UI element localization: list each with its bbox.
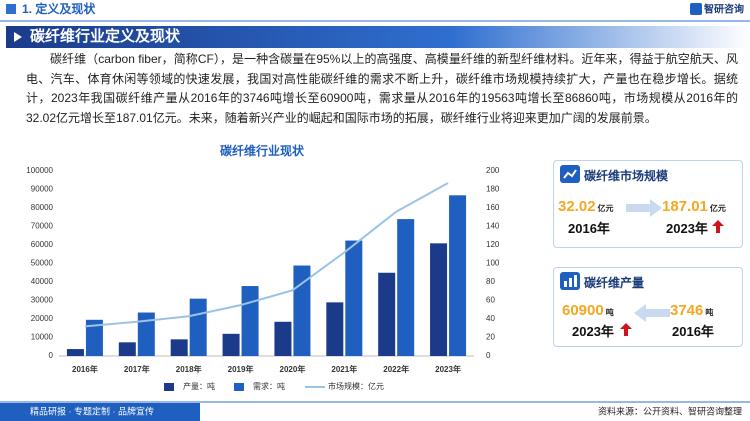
panel-unit: 亿元 (597, 204, 614, 213)
panel-unit: 吨 (605, 308, 614, 317)
y2-tick-label: 200 (486, 166, 500, 175)
bar (241, 286, 259, 356)
panel-arrow (626, 199, 662, 217)
panel-value: 187.01 (662, 198, 708, 215)
y-tick-label: 60000 (31, 240, 54, 249)
x-tick-label: 2023年 (435, 364, 461, 374)
y2-tick-label: 160 (486, 203, 500, 212)
x-tick-label: 2018年 (176, 364, 202, 374)
y2-tick-label: 40 (486, 314, 495, 323)
legend-swatch (234, 383, 244, 391)
title-arrow (14, 32, 22, 42)
bar (66, 349, 84, 356)
bar (137, 312, 155, 356)
y2-tick-label: 180 (486, 185, 500, 194)
y-tick-label: 100000 (26, 166, 53, 175)
panel: 碳纤维产量 60900 吨 2023年 3746 吨 2016年 (553, 267, 743, 347)
header: 1. 定义及现状 智研咨询 碳纤维行业定义及现状 (0, 1, 750, 48)
header-icon (6, 4, 16, 14)
bar (345, 240, 363, 356)
y2-tick-label: 120 (486, 240, 500, 249)
panel-value: 32.02 (558, 198, 596, 215)
x-tick-label: 2019年 (228, 364, 254, 374)
up-arrow (620, 323, 632, 336)
footer-bar (0, 403, 200, 421)
page-title: 碳纤维行业定义及现状 (30, 27, 181, 45)
legend-label: 需求：吨 (253, 381, 285, 391)
legend-swatch (164, 383, 174, 391)
title-bar (6, 26, 750, 48)
line (84, 182, 449, 328)
bar (326, 302, 344, 356)
x-tick-label: 2016年 (72, 364, 98, 374)
section-label: 1. 定义及现状 (22, 1, 96, 16)
y2-tick-label: 100 (486, 259, 500, 268)
x-tick-label: 2021年 (331, 364, 357, 374)
y-tick-label: 40000 (31, 277, 54, 286)
bar (222, 333, 240, 356)
x-tick-label: 2020年 (280, 364, 306, 374)
bar (378, 272, 396, 356)
y2-tick-label: 60 (486, 296, 495, 305)
y-tick-label: 30000 (31, 296, 54, 305)
panel-title: 碳纤维产量 (584, 276, 645, 290)
panel-unit: 亿元 (709, 204, 726, 213)
footer: 精品研报 · 专题定制 · 品牌宣传 资料来源：公开资料、智研咨询整理 (0, 401, 750, 421)
y2-tick-label: 80 (486, 277, 495, 286)
y-tick-label: 90000 (31, 185, 54, 194)
up-arrow (712, 220, 724, 233)
chart-title: 碳纤维行业现状 (220, 143, 305, 158)
bar (293, 265, 311, 356)
panel-title: 碳纤维市场规模 (584, 169, 669, 183)
panel-unit: 吨 (705, 308, 714, 317)
panel: 碳纤维市场规模 32.02 亿元 2016年 187.01 亿元 2023年 (553, 160, 743, 248)
bar (189, 298, 207, 356)
bar (85, 319, 103, 356)
x-tick-label: 2022年 (383, 364, 409, 374)
legend-label: 市场规模：亿元 (328, 381, 384, 391)
logo-icon (690, 3, 702, 15)
y-tick-label: 10000 (31, 333, 54, 342)
panel-year: 2023年 (572, 324, 614, 339)
bar (449, 195, 467, 356)
y2-tick-label: 0 (486, 351, 491, 360)
y-tick-label: 0 (49, 351, 54, 360)
panel-value: 60900 (562, 302, 604, 319)
y-tick-label: 80000 (31, 203, 54, 212)
footer-slogan: 精品研报 · 专题定制 · 品牌宣传 (30, 405, 154, 416)
paragraph: 碳纤维（carbon fiber，简称CF），是一种含碳量在95%以上的高强度、… (26, 52, 738, 125)
logo-text: 智研咨询 (704, 3, 744, 16)
panel-arrow (634, 304, 670, 322)
legend-label: 产量：吨 (183, 381, 215, 391)
bar (170, 339, 188, 356)
x-tick-label: 2017年 (124, 364, 150, 374)
y-tick-label: 70000 (31, 222, 54, 231)
panel-icon (560, 165, 580, 183)
bar (274, 321, 292, 356)
y-tick-label: 20000 (31, 314, 54, 323)
bar (118, 342, 136, 356)
panel-year: 2016年 (568, 221, 610, 236)
panel-year: 2016年 (672, 324, 714, 339)
panel-value: 3746 (670, 302, 704, 319)
panel-year: 2023年 (666, 221, 708, 236)
bar (430, 243, 448, 356)
chart: 碳纤维行业现状 0 10000 20000 30000 40000 50000 60000 70… (26, 143, 500, 391)
y2-tick-label: 140 (486, 222, 500, 231)
footer-source: 资料来源：公开资料、智研咨询整理 (598, 405, 742, 416)
bar (397, 219, 415, 356)
panel-icon (560, 272, 580, 290)
y-tick-label: 50000 (31, 259, 54, 268)
y2-tick-label: 20 (486, 333, 495, 342)
